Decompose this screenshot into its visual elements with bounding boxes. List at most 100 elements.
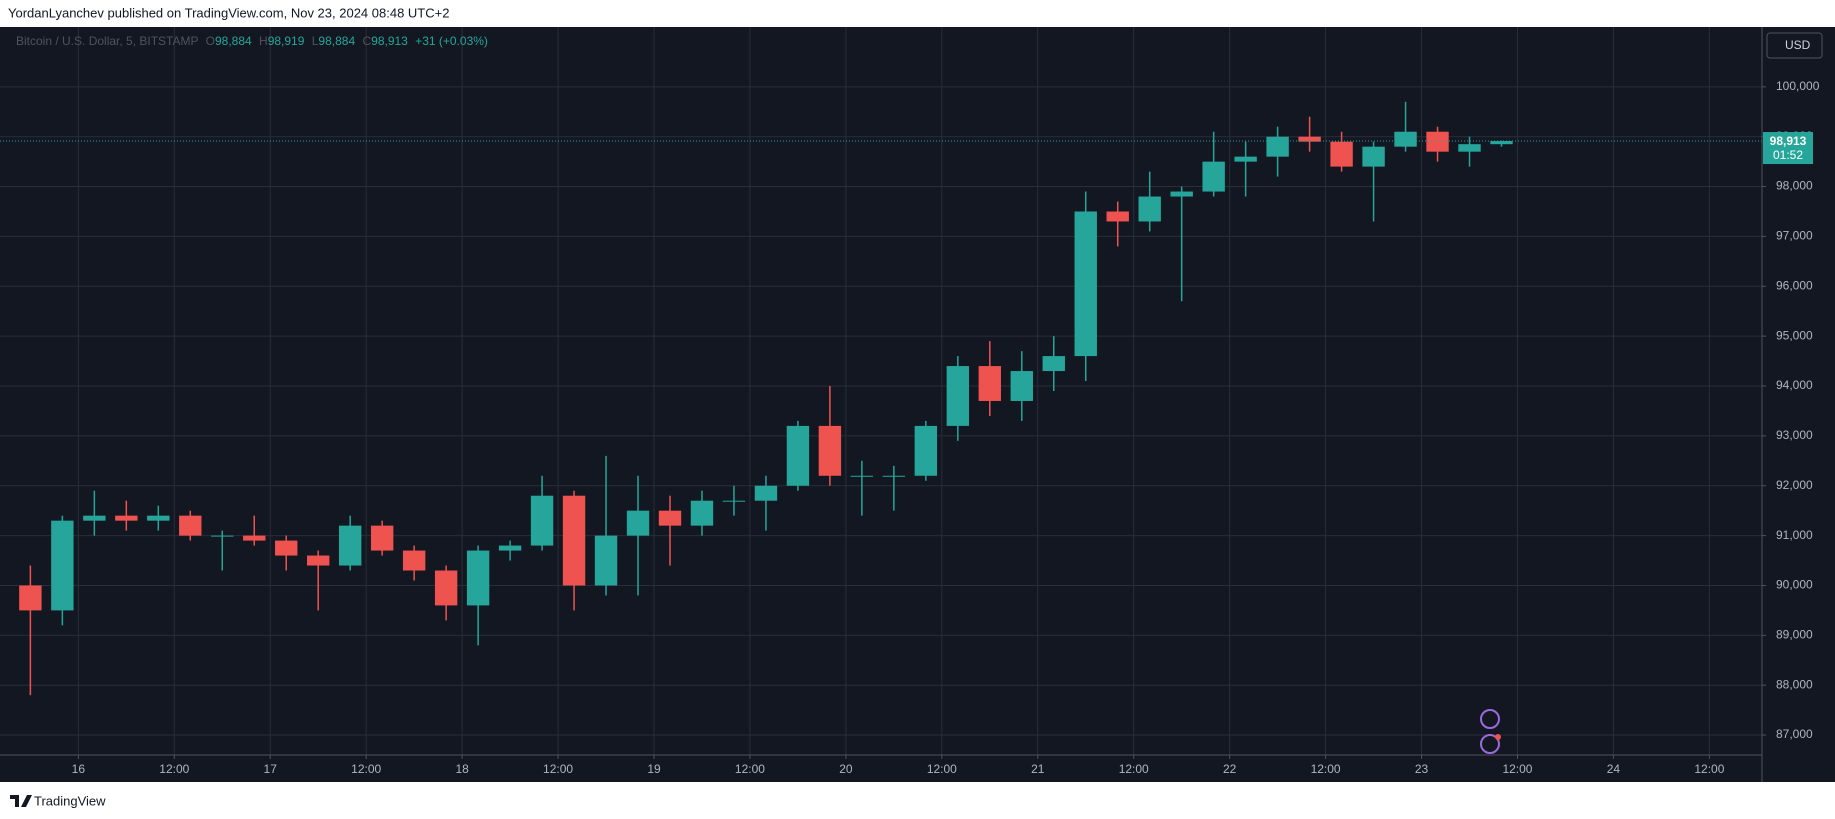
x-tick-label: 12:00 <box>1119 762 1149 776</box>
x-tick-label: 16 <box>72 762 86 776</box>
events-dot <box>1495 734 1501 740</box>
candle-body <box>243 535 266 541</box>
currency-label[interactable]: USD <box>1785 38 1811 52</box>
candle-body <box>498 545 522 551</box>
x-tick-label: 12:00 <box>1311 762 1341 776</box>
low-label: L <box>312 34 319 48</box>
currency-button[interactable] <box>1766 32 1823 59</box>
publisher-line: YordanLyanchev published on TradingView.… <box>8 5 449 20</box>
y-tick-label: 88,000 <box>1776 677 1813 691</box>
candle-body <box>914 425 938 476</box>
candle-body <box>818 425 842 476</box>
candle-body <box>562 495 586 586</box>
candle-body <box>754 485 778 501</box>
candle-body <box>626 510 650 536</box>
candle-body <box>1106 211 1129 222</box>
x-tick-label: 12:00 <box>1502 762 1532 776</box>
last-price-label: 98,913 <box>1770 134 1807 148</box>
open-label: O <box>206 34 215 48</box>
candle-body <box>338 525 362 566</box>
symbol: Bitcoin / U.S. Dollar, 5, BITSTAMP <box>16 34 198 48</box>
y-tick-label: 97,000 <box>1776 229 1813 243</box>
open-value: 98,884 <box>215 34 252 48</box>
y-tick-label: 100,000 <box>1776 79 1820 93</box>
x-tick-label: 12:00 <box>927 762 957 776</box>
y-tick-label: 89,000 <box>1776 628 1813 642</box>
x-tick-label: 19 <box>647 762 661 776</box>
last-price-box <box>1763 132 1813 165</box>
grid <box>0 27 1762 755</box>
y-tick-label: 94,000 <box>1776 378 1813 392</box>
candle-body <box>83 515 106 521</box>
close-value: 98,913 <box>371 34 408 48</box>
candle-body <box>1074 211 1097 357</box>
candle-body <box>466 550 490 606</box>
x-tick-label: 18 <box>455 762 469 776</box>
events-icon[interactable] <box>1480 734 1500 754</box>
candle-body <box>1138 196 1161 222</box>
x-tick-label: 23 <box>1415 762 1429 776</box>
y-tick-label: 91,000 <box>1776 528 1813 542</box>
x-tick-label: 12:00 <box>351 762 381 776</box>
x-tick-label: 12:00 <box>735 762 765 776</box>
legend: Bitcoin / U.S. Dollar, 5, BITSTAMP O98,8… <box>16 34 488 48</box>
candle-body <box>1266 136 1289 157</box>
brand: TradingView <box>34 793 106 808</box>
candle-body <box>530 495 554 546</box>
footer-logo: TradingView <box>10 793 106 808</box>
chart-background <box>0 27 1835 782</box>
candle-body <box>1298 136 1321 142</box>
candle-body <box>370 525 394 551</box>
candle-body <box>1010 371 1033 401</box>
y-tick-label: 96,000 <box>1776 278 1813 292</box>
y-tick-label: 95,000 <box>1776 328 1813 342</box>
candle-body <box>1202 161 1225 192</box>
candle-body <box>1394 131 1417 147</box>
candle-body <box>786 425 810 486</box>
x-tick-label: 12:00 <box>159 762 189 776</box>
candle-body <box>850 475 874 477</box>
candle-body <box>434 570 458 606</box>
ideas-icon[interactable] <box>1480 709 1500 729</box>
low-value: 98,884 <box>318 34 355 48</box>
candle-body <box>1490 141 1513 145</box>
y-tick-label: 92,000 <box>1776 478 1813 492</box>
candle-body <box>1458 144 1481 152</box>
logo-mark <box>10 795 32 807</box>
y-tick-label: 87,000 <box>1776 727 1813 741</box>
candle-body <box>115 515 138 521</box>
high-value: 98,919 <box>268 34 305 48</box>
candle-body <box>147 515 170 521</box>
change: +31 (+0.03%) <box>415 34 488 48</box>
candle-body <box>211 535 234 537</box>
x-tick-label: 20 <box>839 762 853 776</box>
y-tick-label: 90,000 <box>1776 578 1813 592</box>
candle-body <box>690 500 714 526</box>
candle-body <box>882 475 906 477</box>
x-tick-label: 12:00 <box>543 762 573 776</box>
candle-body <box>1426 131 1449 152</box>
candle-body <box>1042 356 1065 372</box>
x-tick-label: 21 <box>1031 762 1045 776</box>
x-tick-label: 17 <box>264 762 278 776</box>
candle-body <box>307 555 330 566</box>
y-tick-label: 93,000 <box>1776 428 1813 442</box>
y-tick-label: 98,000 <box>1776 179 1813 193</box>
candles <box>0 101 1762 696</box>
x-tick-label: 24 <box>1607 762 1621 776</box>
candle-body <box>1330 141 1353 167</box>
countdown: 01:52 <box>1773 148 1803 162</box>
x-tick-label: 22 <box>1223 762 1237 776</box>
candle-body <box>722 500 746 502</box>
candle-body <box>1234 156 1257 162</box>
candle-body <box>594 535 618 586</box>
candle-body <box>1362 146 1385 167</box>
candle-body <box>275 540 298 556</box>
candle-body <box>179 515 202 536</box>
candle-body <box>402 550 426 571</box>
candle-body <box>978 366 1001 401</box>
candle-body <box>51 520 74 611</box>
candle-body <box>1170 191 1193 197</box>
axes: 87,000 88,000 89,000 90,000 91,000 92,000 93,0… <box>72 79 1820 776</box>
